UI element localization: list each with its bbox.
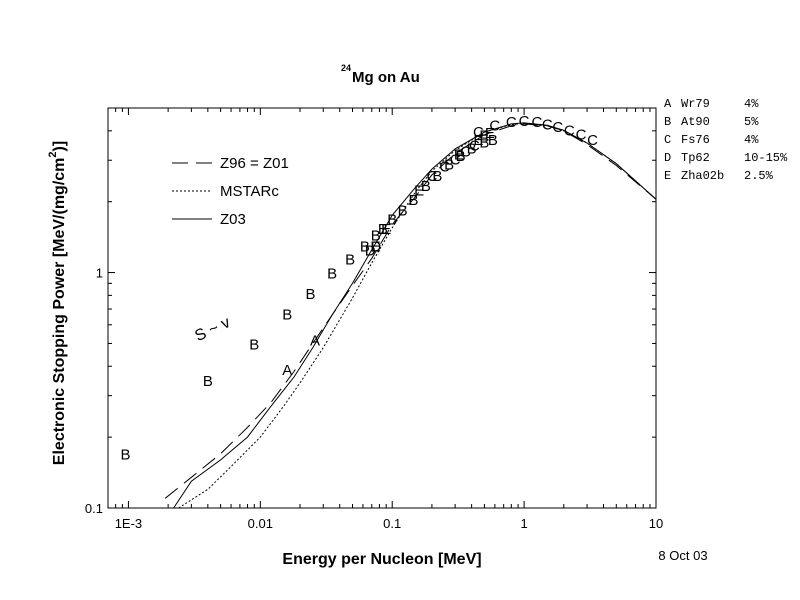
data-point-e: E: [371, 239, 381, 256]
data-point-c: C: [439, 158, 450, 175]
reference-key: C: [664, 133, 671, 147]
title-text: Mg on Au: [352, 69, 420, 86]
data-point-e: E: [485, 125, 495, 142]
data-point-b: B: [398, 203, 408, 220]
legend: Z96 = Z01 MSTARc Z03: [172, 155, 289, 228]
reference-error: 4%: [744, 133, 759, 147]
data-point-d: D: [370, 239, 381, 256]
data-point-b: B: [327, 266, 337, 283]
x-axis-label: Energy per Nucleon [MeV]: [282, 551, 481, 568]
data-point-b: B: [432, 168, 442, 185]
data-point-b: B: [371, 228, 381, 245]
x-tick-label: 1: [520, 516, 527, 531]
data-point-b: B: [345, 251, 355, 268]
x-tick-label: 1E-3: [115, 516, 142, 531]
curves: [164, 122, 657, 509]
data-point-c: C: [469, 137, 480, 154]
reference-error: 4%: [744, 97, 759, 111]
reference-error: 10-15%: [744, 151, 788, 165]
data-point-b: B: [421, 178, 431, 195]
data-point-a: A: [310, 332, 320, 349]
data-point-c: C: [587, 132, 598, 149]
x-tick-label: 0.1: [383, 516, 401, 531]
data-point-b: B: [408, 192, 418, 209]
slope-annotation: S ~ v: [192, 314, 233, 345]
data-point-b: B: [444, 157, 454, 174]
data-point-b: B: [479, 135, 489, 152]
data-point-b: B: [203, 373, 213, 390]
x-tick-label: 10: [649, 516, 663, 531]
legend-label: MSTARc: [220, 183, 279, 200]
reference-key: B: [664, 115, 671, 129]
data-point-b: B: [360, 239, 370, 256]
data-point-c: C: [542, 116, 553, 133]
curve-mstarc: [178, 122, 657, 509]
y-tick-label: 0.1: [85, 501, 103, 516]
data-point-c: C: [473, 124, 484, 141]
data-point-d: D: [365, 243, 376, 260]
data-point-c: C: [506, 114, 517, 131]
reference-error: 5%: [744, 115, 759, 129]
reference-name: Tp62: [681, 151, 710, 165]
data-point-b: B: [378, 221, 388, 238]
data-point-b: B: [456, 148, 466, 165]
data-point-b: B: [387, 211, 397, 228]
data-point-e: E: [454, 147, 464, 164]
y-axis-label-end: )]: [51, 141, 68, 152]
axis-tick-labels: 1E-3 0.01 0.1 1 10 0.1 1: [85, 266, 663, 531]
data-point-a: A: [282, 362, 292, 379]
curve-z96-z01: [164, 123, 657, 499]
data-point-e: E: [473, 132, 483, 149]
reference-error: 2.5%: [744, 169, 774, 183]
data-point-c: C: [460, 143, 471, 160]
reference-key: D: [664, 151, 671, 165]
data-point-e: E: [479, 128, 489, 145]
data-point-b: B: [488, 132, 498, 149]
data-point-e: E: [414, 183, 424, 200]
data-point-b: B: [467, 140, 477, 157]
data-point-c: C: [519, 113, 530, 130]
y-axis-label-sup: 2: [47, 151, 59, 157]
reference-key: E: [664, 169, 671, 183]
curve-z03: [173, 122, 657, 509]
data-point-c: C: [450, 152, 461, 169]
plot-frame: [107, 107, 657, 509]
data-point-b: B: [282, 307, 292, 324]
legend-label: Z96 = Z01: [220, 155, 289, 172]
title-mass-number: 24: [341, 63, 351, 73]
data-point-c: C: [531, 114, 542, 131]
reference-name: Wr79: [681, 97, 710, 111]
y-axis-label-main: Electronic Stopping Power [MeV/(mg/cm: [51, 158, 68, 466]
reference-name: At90: [681, 115, 710, 129]
legend-label: Z03: [220, 211, 246, 228]
reference-key: A: [664, 97, 672, 111]
reference-name: Zha02b: [681, 169, 724, 183]
data-point-c: C: [564, 123, 575, 140]
data-point-e: E: [381, 221, 391, 238]
data-point-c: C: [576, 126, 587, 143]
y-axis-label: Electronic Stopping Power [MeV/(mg/cm2)]: [47, 141, 68, 465]
data-point-b: B: [305, 286, 315, 303]
chart-title: 24 Mg on Au: [341, 63, 420, 86]
reference-name: Fs76: [681, 133, 710, 147]
data-point-c: C: [426, 168, 437, 185]
x-tick-label: 0.01: [248, 516, 273, 531]
data-point-c: C: [489, 118, 500, 135]
y-tick-label: 1: [96, 266, 103, 281]
date-stamp: 8 Oct 03: [658, 548, 707, 563]
axis-ticks: [107, 107, 657, 509]
reference-list: A Wr79 4% B At90 5% C Fs76 4% D Tp62 10-15% E Zha02b 2…: [664, 97, 788, 183]
data-point-b: B: [249, 336, 259, 353]
data-point-c: C: [552, 119, 563, 136]
data-point-b: B: [120, 447, 130, 464]
